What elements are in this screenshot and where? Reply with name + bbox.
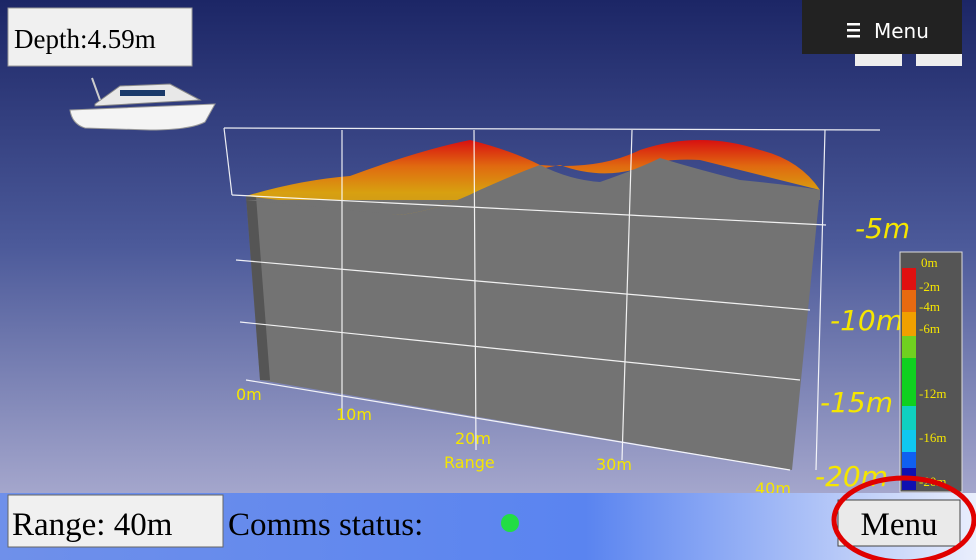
range-axis-label: Range <box>444 453 495 472</box>
legend-label: -4m <box>919 299 940 314</box>
boat-icon <box>69 77 216 131</box>
color-legend: 0m -2m -4m -6m -12m -16m -20m <box>899 251 963 493</box>
highlight-circle <box>831 475 976 560</box>
menu-label[interactable]: Menu <box>861 507 938 543</box>
legend-label: -2m <box>919 279 940 294</box>
small-button[interactable] <box>855 54 902 66</box>
depth-box <box>7 7 193 67</box>
comms-label: Comms status: <box>228 507 423 543</box>
depth-readout: Depth:4.59m <box>14 24 156 54</box>
depth-label: -5m <box>855 212 910 245</box>
legend-label: 0m <box>921 255 938 270</box>
small-button[interactable] <box>916 54 962 66</box>
comms-indicator <box>501 514 519 532</box>
range-label: 20m <box>455 429 491 448</box>
top-menu-button[interactable]: Menu <box>802 0 962 54</box>
depth-label: -15m <box>820 386 893 419</box>
legend-label: -16m <box>919 430 946 445</box>
range-readout[interactable]: Range: 40m <box>12 507 173 543</box>
range-label: 0m <box>236 385 262 404</box>
bottom-menu-button[interactable] <box>837 499 961 547</box>
range-label: 10m <box>336 405 372 424</box>
range-box[interactable] <box>7 494 224 548</box>
depth-label: -20m <box>815 460 888 493</box>
legend-label: -6m <box>919 321 940 336</box>
range-label: 30m <box>596 455 632 474</box>
menu-label[interactable]: Menu <box>874 19 929 43</box>
depth-label: -10m <box>830 304 903 337</box>
legend-label: -12m <box>919 386 946 401</box>
sonar-3d-view: -5m -10m -15m -20m 0m 10m 20m Range 30m … <box>223 127 910 498</box>
